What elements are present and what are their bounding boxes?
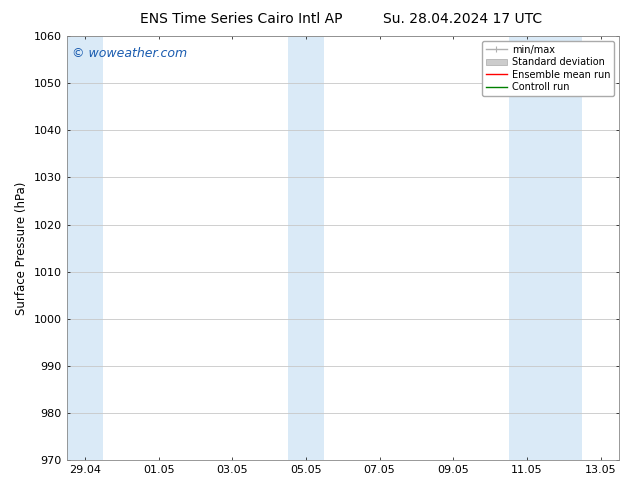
Bar xyxy=(67,36,103,460)
Legend: min/max, Standard deviation, Ensemble mean run, Controll run: min/max, Standard deviation, Ensemble me… xyxy=(482,41,614,96)
Bar xyxy=(508,36,582,460)
Text: Su. 28.04.2024 17 UTC: Su. 28.04.2024 17 UTC xyxy=(384,12,542,26)
Text: © woweather.com: © woweather.com xyxy=(72,47,187,60)
Y-axis label: Surface Pressure (hPa): Surface Pressure (hPa) xyxy=(15,181,28,315)
Text: ENS Time Series Cairo Intl AP: ENS Time Series Cairo Intl AP xyxy=(139,12,342,26)
Bar xyxy=(288,36,325,460)
